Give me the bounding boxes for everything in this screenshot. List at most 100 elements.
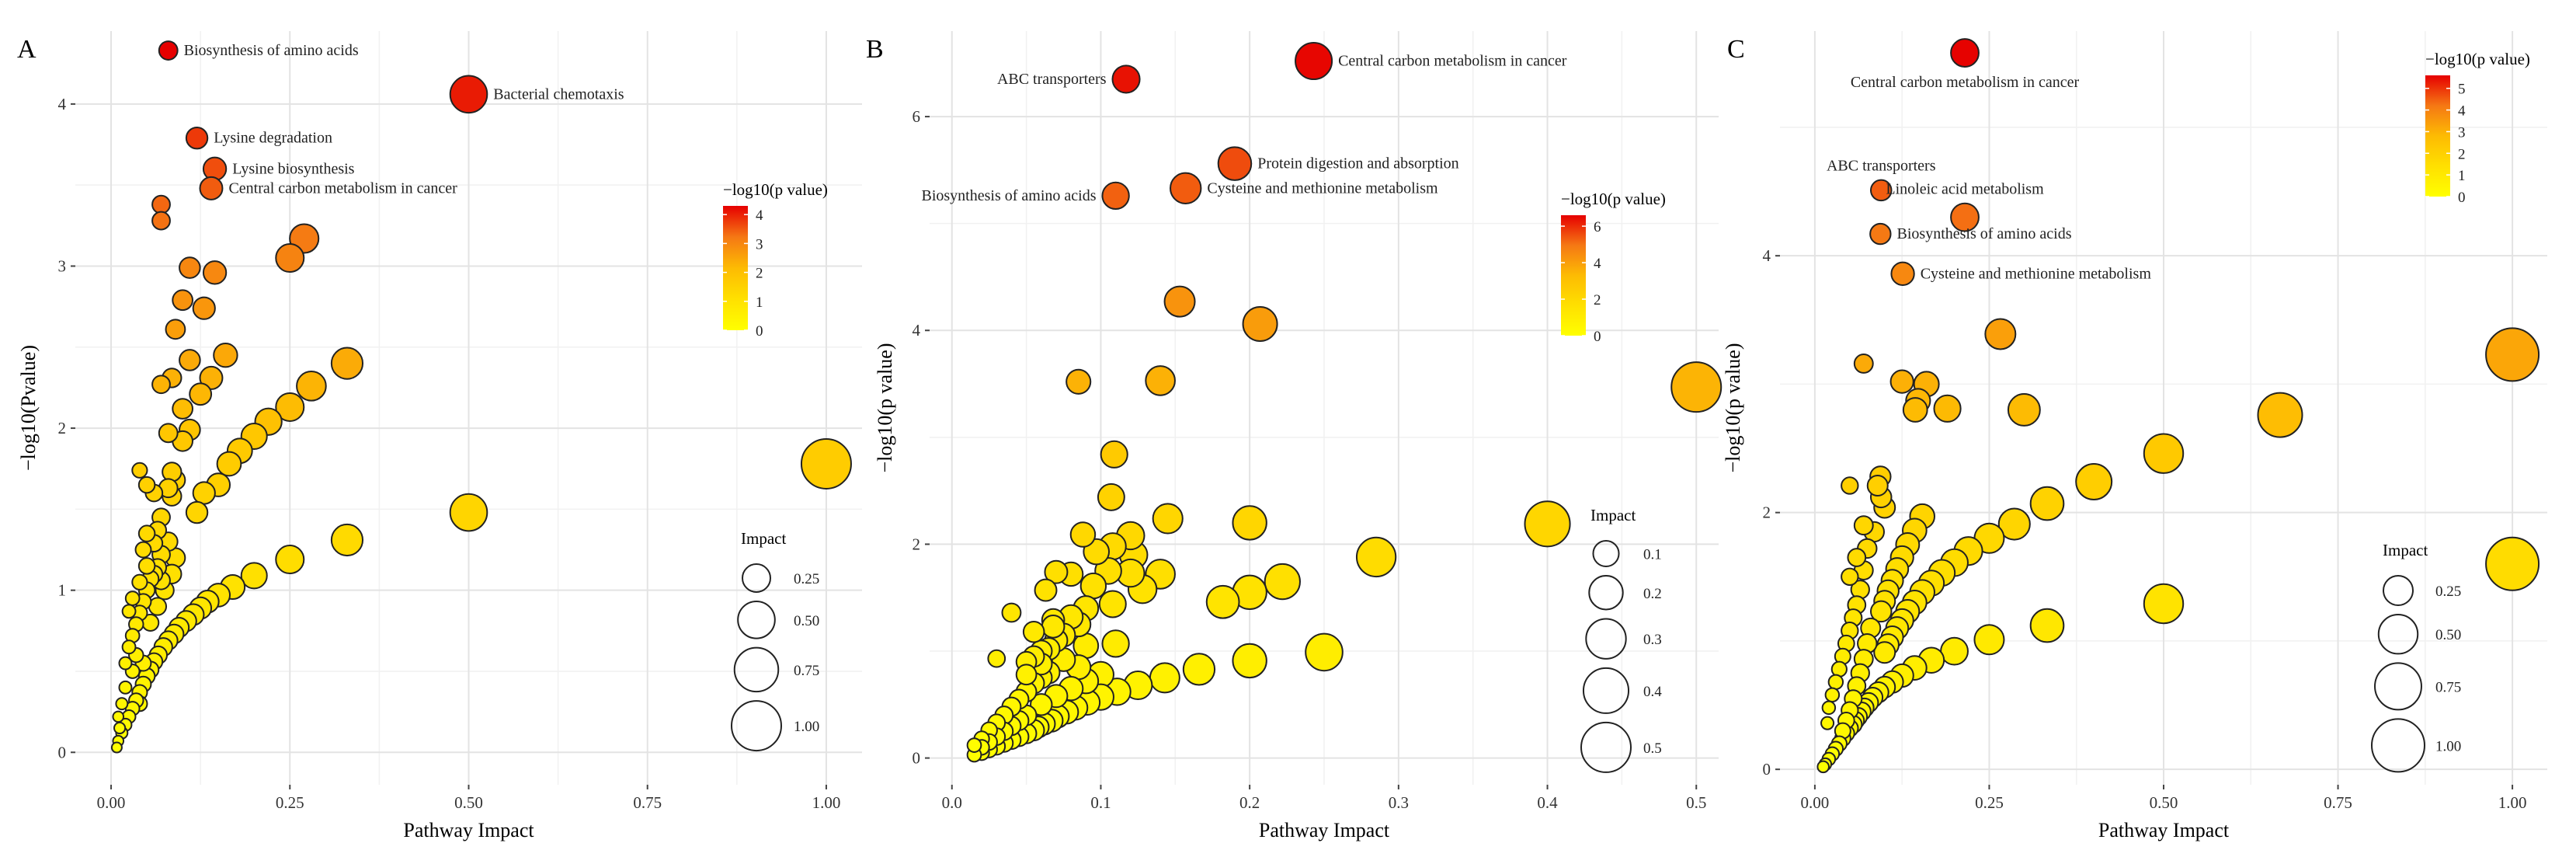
data-point <box>118 656 133 671</box>
data-point <box>202 260 228 285</box>
data-point <box>1997 507 2031 541</box>
data-point <box>1816 760 1830 774</box>
size-legend-circle <box>2371 718 2425 773</box>
data-point <box>1044 559 1069 584</box>
panel-b: B 0.0 0.1 0.2 0.3 0.4 0.5 0 2 4 6 Pathway Impact −lo… <box>866 31 1723 841</box>
panel-letter: B <box>866 35 884 64</box>
x-tick-label: 0.25 <box>1975 793 2004 812</box>
size-legend-label: 0.75 <box>2435 679 2461 695</box>
x-axis-title: Pathway Impact <box>403 819 534 841</box>
x-tick-label: 1.00 <box>812 793 841 812</box>
data-point <box>165 319 186 340</box>
data-point <box>2007 393 2041 427</box>
x-axis-title: Pathway Impact <box>2098 819 2230 841</box>
data-point <box>137 557 156 575</box>
data-point <box>1853 515 1874 536</box>
data-point <box>2143 433 2185 474</box>
data-point <box>1097 483 1125 511</box>
color-bar-tick-label: 3 <box>2458 124 2466 141</box>
data-point <box>121 639 137 655</box>
x-tick-label: 0.75 <box>2324 793 2352 812</box>
data-point <box>124 591 141 606</box>
data-point <box>151 211 171 231</box>
data-point <box>275 243 305 273</box>
data-point <box>110 741 123 754</box>
data-point <box>800 437 852 489</box>
data-point <box>118 680 133 695</box>
x-tick-label: 0.00 <box>1801 793 1830 812</box>
size-legend-label: 0.3 <box>1643 632 1662 648</box>
color-bar-tick-label: 6 <box>1594 219 1601 235</box>
size-legend-circle <box>737 601 776 639</box>
color-bar-tick-label: 1 <box>756 294 763 311</box>
data-point <box>1355 536 1397 578</box>
y-tick-label: 2 <box>1763 503 1771 522</box>
data-point <box>189 382 213 406</box>
data-point <box>137 524 156 542</box>
y-tick-label: 1 <box>58 581 67 600</box>
color-bar-tick-label: 5 <box>2458 82 2466 98</box>
data-point <box>1100 440 1128 469</box>
data-point <box>1232 643 1267 679</box>
data-point <box>1902 397 1928 423</box>
y-tick-label: 4 <box>913 321 921 340</box>
data-point <box>1940 636 1969 666</box>
data-point <box>1041 615 1066 639</box>
y-tick-label: 4 <box>58 95 67 113</box>
size-legend-circle <box>1592 540 1620 568</box>
y-tick-label: 0 <box>58 743 67 761</box>
data-point <box>1111 64 1141 94</box>
y-tick-label: 6 <box>913 107 921 126</box>
size-legend-circle <box>2383 575 2414 606</box>
data-point <box>172 289 193 312</box>
data-point <box>185 500 209 524</box>
data-point <box>449 75 488 114</box>
data-point <box>1217 146 1253 181</box>
x-tick-label: 0.4 <box>1537 793 1558 812</box>
y-tick-label: 0 <box>913 749 921 768</box>
color-bar-tick-label: 2 <box>756 266 763 282</box>
x-tick-label: 1.00 <box>2498 793 2527 812</box>
point-label: ABC transporters <box>997 71 1107 88</box>
data-point <box>151 194 171 214</box>
color-bar-tick-label: 2 <box>1594 292 1601 308</box>
data-point <box>1869 222 1892 246</box>
y-tick-label: 3 <box>58 256 67 275</box>
data-point <box>1098 590 1127 618</box>
size-legend-circle <box>731 700 782 752</box>
data-point <box>1149 662 1180 694</box>
point-label: Linoleic acid metabolism <box>1886 181 2044 198</box>
point-label: Lysine biosynthesis <box>232 160 354 177</box>
point-label: Central carbon metabolism in cancer <box>228 179 457 197</box>
color-legend-title: −log10(p value) <box>1561 190 1666 208</box>
data-point <box>1869 600 1893 623</box>
color-bar-tick-label: 3 <box>756 236 763 253</box>
data-point <box>1873 641 1896 664</box>
data-point <box>275 392 305 422</box>
color-bar <box>723 206 748 330</box>
data-point <box>199 176 224 200</box>
x-tick-label: 0.00 <box>97 793 126 812</box>
data-point <box>1030 693 1053 716</box>
data-point <box>1853 354 1874 374</box>
data-point <box>131 462 148 479</box>
size-legend-label: 0.50 <box>794 613 819 629</box>
data-point <box>1034 578 1058 602</box>
data-point <box>113 721 127 735</box>
size-legend-circle <box>742 563 771 593</box>
data-point <box>1001 602 1022 623</box>
data-point <box>172 398 193 420</box>
data-point <box>162 462 183 483</box>
data-point <box>2143 583 2185 625</box>
data-point <box>1866 474 1889 496</box>
panel-letter: C <box>1727 35 1745 64</box>
data-point <box>131 573 148 591</box>
size-legend-title: Impact <box>1590 506 1636 524</box>
data-point <box>1973 624 2005 656</box>
data-point <box>1295 42 1333 81</box>
data-point <box>2029 486 2065 521</box>
data-point <box>1205 584 1240 619</box>
y-axis-title: −log10(p value) <box>874 343 896 472</box>
data-point <box>1820 716 1835 730</box>
